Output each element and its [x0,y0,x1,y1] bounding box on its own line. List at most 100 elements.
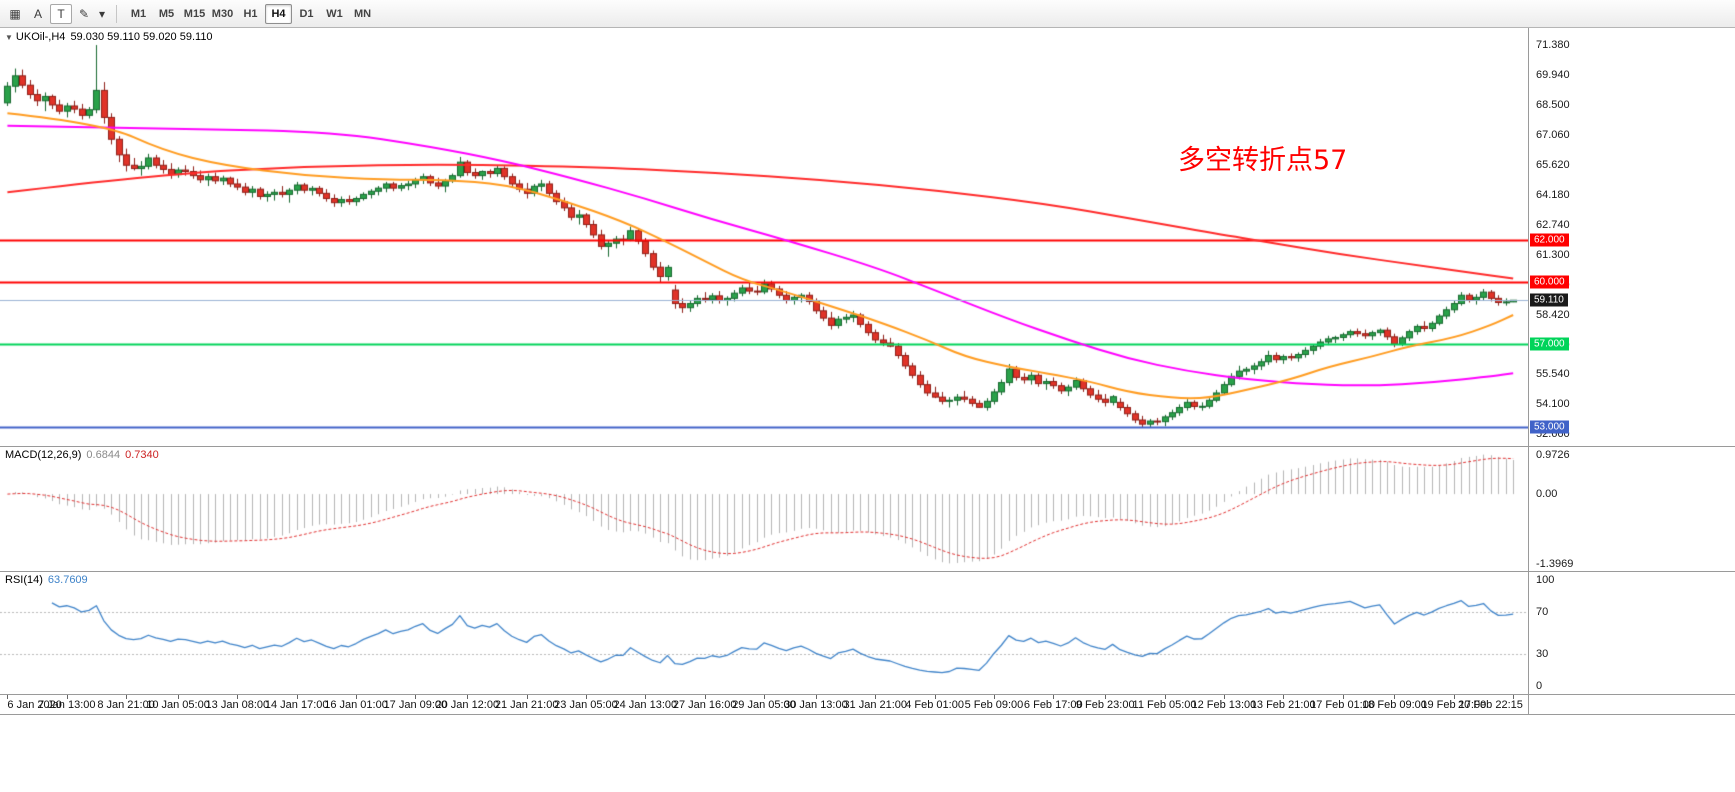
time-axis-label: 9 Feb 23:00 [1075,699,1135,711]
time-axis[interactable]: 6 Jan 2020 7 Jan 13:00 8 Jan 21:00 10 Jan 0… [0,695,1735,715]
rsi-canvas[interactable] [0,572,1528,694]
time-tick [178,695,180,699]
time-tick [764,695,765,699]
time-tick [237,695,239,699]
price-tick-label: 67.060 [1536,128,1570,141]
price-axis[interactable]: 71.380 69.940 68.500 67.060 65.620 64.180 62.7… [1528,28,1734,446]
price-tick-label: 68.500 [1536,98,1570,111]
price-line-label: 53.000 [1530,420,1569,434]
rsi-label: RSI(14) 63.7609 [5,574,88,586]
macd-axis-label: -1.3969 [1536,558,1574,570]
time-axis-label: 8 Jan 21:00 [97,699,155,711]
time-tick [993,695,995,699]
macd-label: MACD(12,26,9) 0.6844 0.7340 [5,449,159,461]
time-axis-label: 11 Feb 05:00 [1132,699,1197,711]
rsi-axis-label: 70 [1536,605,1549,618]
time-tick [66,695,68,699]
time-tick [1394,695,1396,699]
chart-window-icon[interactable]: ▦ [9,6,21,21]
price-chart-panel: ▼ UKOil-,H4 59.030 59.110 59.020 59.110 多空… [0,28,1735,447]
timeframe-buttons: M1 M5 M15 M30 H1 H4 D1 W1 MN [125,3,376,24]
time-tick [585,695,587,699]
text-tool-button[interactable]: T [50,3,72,24]
time-axis-label: 12 Feb 13:00 [1191,699,1257,711]
time-tick [415,695,417,699]
chart-title: ▼ UKOil-,H4 59.030 59.110 59.020 59.110 [5,31,213,43]
time-tick [1513,695,1515,699]
time-tick [356,695,358,699]
draw-tool-dropdown[interactable]: ▾ [98,6,106,21]
macd-axis[interactable]: 0.9726 0.00 -1.3969 [1528,447,1734,571]
toolbar-separator [116,4,117,23]
timeframe-button-m15[interactable]: M15 [183,7,206,20]
time-tick [1283,695,1285,699]
rsi-axis-label: 0 [1536,679,1543,692]
time-tick [1223,695,1225,699]
time-tick [934,695,936,699]
macd-axis-label: 0.9726 [1536,449,1570,461]
rsi-axis-label: 30 [1536,648,1549,661]
price-tick-label: 62.740 [1536,218,1570,231]
time-tick [126,695,128,699]
symbol-dropdown-icon[interactable]: ▼ [5,33,13,42]
time-tick [704,695,706,699]
price-tick-label: 64.180 [1536,188,1570,201]
macd-value-signal: 0.7340 [125,449,159,461]
cursor-tool-button[interactable]: A [33,6,42,21]
rsi-axis[interactable]: 100 70 30 0 [1528,572,1734,694]
time-axis-label: 13 Jan 08:00 [205,699,270,711]
time-axis-label: 29 Jan 05:00 [732,699,796,711]
timeframe-button-w1[interactable]: W1 [326,7,343,20]
toolbar: ▦ A T ✎ ▾ M1 M5 M15 M30 H1 H4 D1 W1 MN [0,0,1735,28]
timeframe-button-mn[interactable]: MN [353,7,372,20]
symbol-label: UKOil-,H4 [15,31,66,43]
time-axis-label: 19 Feb 17:00 [1421,699,1487,711]
draw-tool-button[interactable]: ✎ [78,6,90,21]
time-axis-label: 21 Jan 21:00 [494,699,559,711]
rsi-name: RSI(14) [5,574,43,586]
ohlc-readout: 59.030 59.110 59.020 59.110 [70,31,213,43]
time-axis-label: 23 Jan 05:00 [554,699,618,711]
time-axis-label: 6 Jan 2020 [7,699,62,711]
price-tick-label: 71.380 [1536,39,1570,52]
current-price-label: 59.110 [1530,293,1568,307]
timeframe-button-h1[interactable]: H1 [243,7,258,20]
time-tick [1053,695,1055,699]
macd-canvas[interactable] [0,447,1528,571]
time-axis-label: 13 Feb 21:00 [1250,699,1316,711]
timeframe-button-m30[interactable]: M30 [211,7,234,20]
time-axis-label: 10 Jan 05:00 [146,699,210,711]
rsi-axis-label: 100 [1536,574,1555,587]
rsi-panel: RSI(14) 63.7609 100 70 30 0 [0,572,1735,695]
time-axis-label: 6 Feb 17:00 [1023,699,1083,711]
macd-panel: MACD(12,26,9) 0.6844 0.7340 0.9726 0.00 -1.3… [0,447,1735,572]
time-tick [1453,695,1455,699]
price-chart-canvas[interactable] [0,28,1528,446]
price-tick-label: 69.940 [1536,68,1570,81]
timeframe-button-m1[interactable]: M1 [130,7,147,20]
price-line-label: 62.000 [1530,233,1569,247]
chart-annotation-text[interactable]: 多空转折点57 [1178,145,1348,176]
macd-axis-label: 0.00 [1536,488,1558,501]
time-tick [296,695,298,699]
time-tick [875,695,877,699]
time-axis-label: 27 Jan 16:00 [672,699,737,711]
time-axis-label: 4 Feb 01:00 [905,699,964,711]
time-axis-label: 17 Feb 01:00 [1310,699,1375,711]
timeframe-button-m5[interactable]: M5 [158,7,175,20]
time-axis-label: 30 Jan 13:00 [784,699,848,711]
time-axis-label: 20 Jan 12:00 [435,699,500,711]
time-tick [7,695,9,699]
time-axis-label: 24 Jan 13:00 [613,699,678,711]
macd-name: MACD(12,26,9) [5,449,82,461]
rsi-value: 63.7609 [47,574,88,586]
time-axis-label: 18 Feb 09:00 [1362,699,1427,711]
price-line-label: 57.000 [1530,337,1569,351]
timeframe-button-d1[interactable]: D1 [299,7,314,20]
timeframe-button-h4[interactable]: H4 [265,3,292,24]
price-line-label: 60.000 [1530,275,1569,289]
price-tick-label: 61.300 [1536,248,1570,261]
price-tick-label: 54.100 [1536,398,1570,411]
time-tick [1105,695,1107,699]
